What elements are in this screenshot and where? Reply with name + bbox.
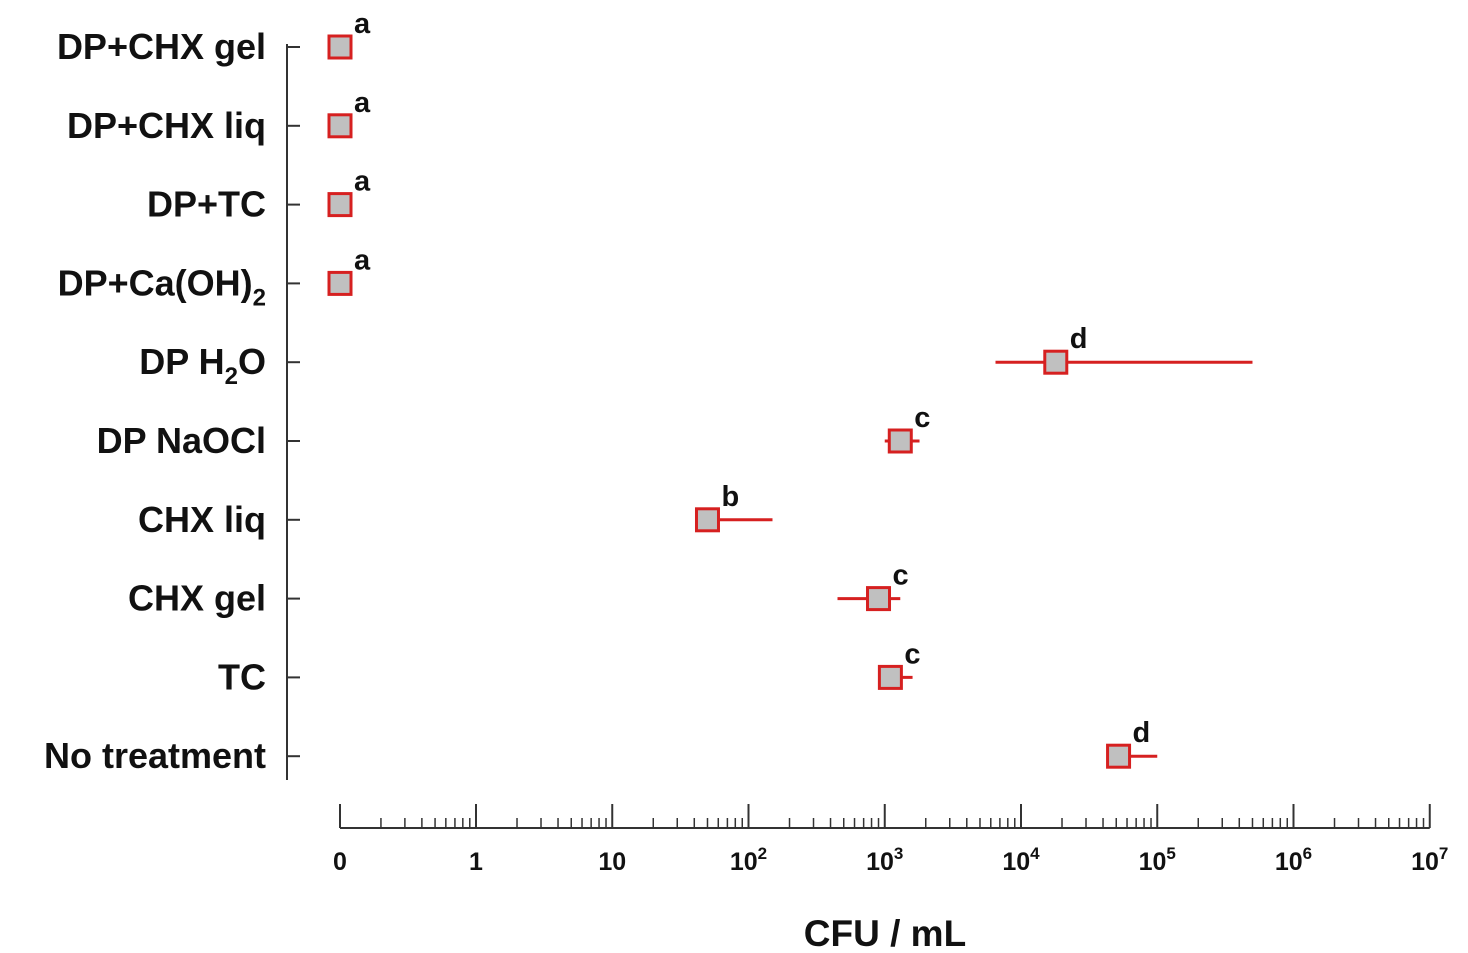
significance-letter: a: [354, 87, 371, 119]
category-label: DP+Ca(OH)2: [58, 262, 266, 311]
data-marker: [327, 113, 353, 139]
data-marker: [327, 34, 353, 60]
category-label: TC: [218, 656, 266, 697]
category-label: DP NaOCl: [97, 420, 266, 461]
x-tick-label: 103: [866, 844, 903, 876]
category-label: DP+TC: [147, 184, 266, 225]
data-marker: [327, 270, 353, 296]
significance-letter: b: [721, 481, 739, 513]
x-tick-labels: 0 1 10 102 103 104 105 106 107: [333, 844, 1448, 876]
data-marker: [877, 664, 903, 690]
x-tick-label: 105: [1139, 844, 1176, 876]
significance-letters: a a a a d c b c c d: [354, 8, 1150, 749]
significance-letter: d: [1070, 323, 1088, 355]
category-label: CHX liq: [138, 499, 266, 540]
significance-letter: a: [354, 244, 371, 276]
data-marker: [1106, 743, 1132, 769]
data-marker: [327, 192, 353, 218]
x-tick-label: 104: [1002, 844, 1040, 876]
data-marker: [866, 586, 892, 612]
significance-letter: c: [914, 402, 930, 434]
significance-letter: a: [354, 166, 371, 198]
x-tick-label: 102: [730, 844, 767, 876]
category-label: DP+CHX gel: [57, 26, 266, 67]
x-tick-label: 0: [333, 848, 347, 876]
category-label: DP H2O: [139, 341, 266, 390]
data-marker: [887, 428, 913, 454]
data-markers: [327, 34, 1132, 769]
significance-letter: c: [904, 638, 920, 670]
x-tick-label: 1: [469, 848, 483, 876]
y-axis: [286, 44, 300, 780]
category-label: DP+CHX liq: [67, 105, 266, 146]
x-tick-label: 107: [1411, 844, 1448, 876]
x-axis: [339, 804, 1431, 829]
category-label: CHX gel: [128, 578, 266, 619]
significance-letter: c: [893, 560, 909, 592]
significance-letter: a: [354, 8, 371, 40]
significance-letter: d: [1133, 717, 1151, 749]
data-marker: [1043, 349, 1069, 375]
data-marker: [694, 507, 720, 533]
category-label: No treatment: [44, 735, 266, 776]
x-tick-label: 10: [598, 848, 626, 876]
category-labels: DP+CHX gel DP+CHX liq DP+TC DP+Ca(OH)2 DP H2…: [44, 26, 266, 776]
x-tick-label: 106: [1275, 844, 1312, 876]
x-axis-title: CFU / mL: [804, 913, 966, 953]
error-bars: [707, 360, 1253, 758]
